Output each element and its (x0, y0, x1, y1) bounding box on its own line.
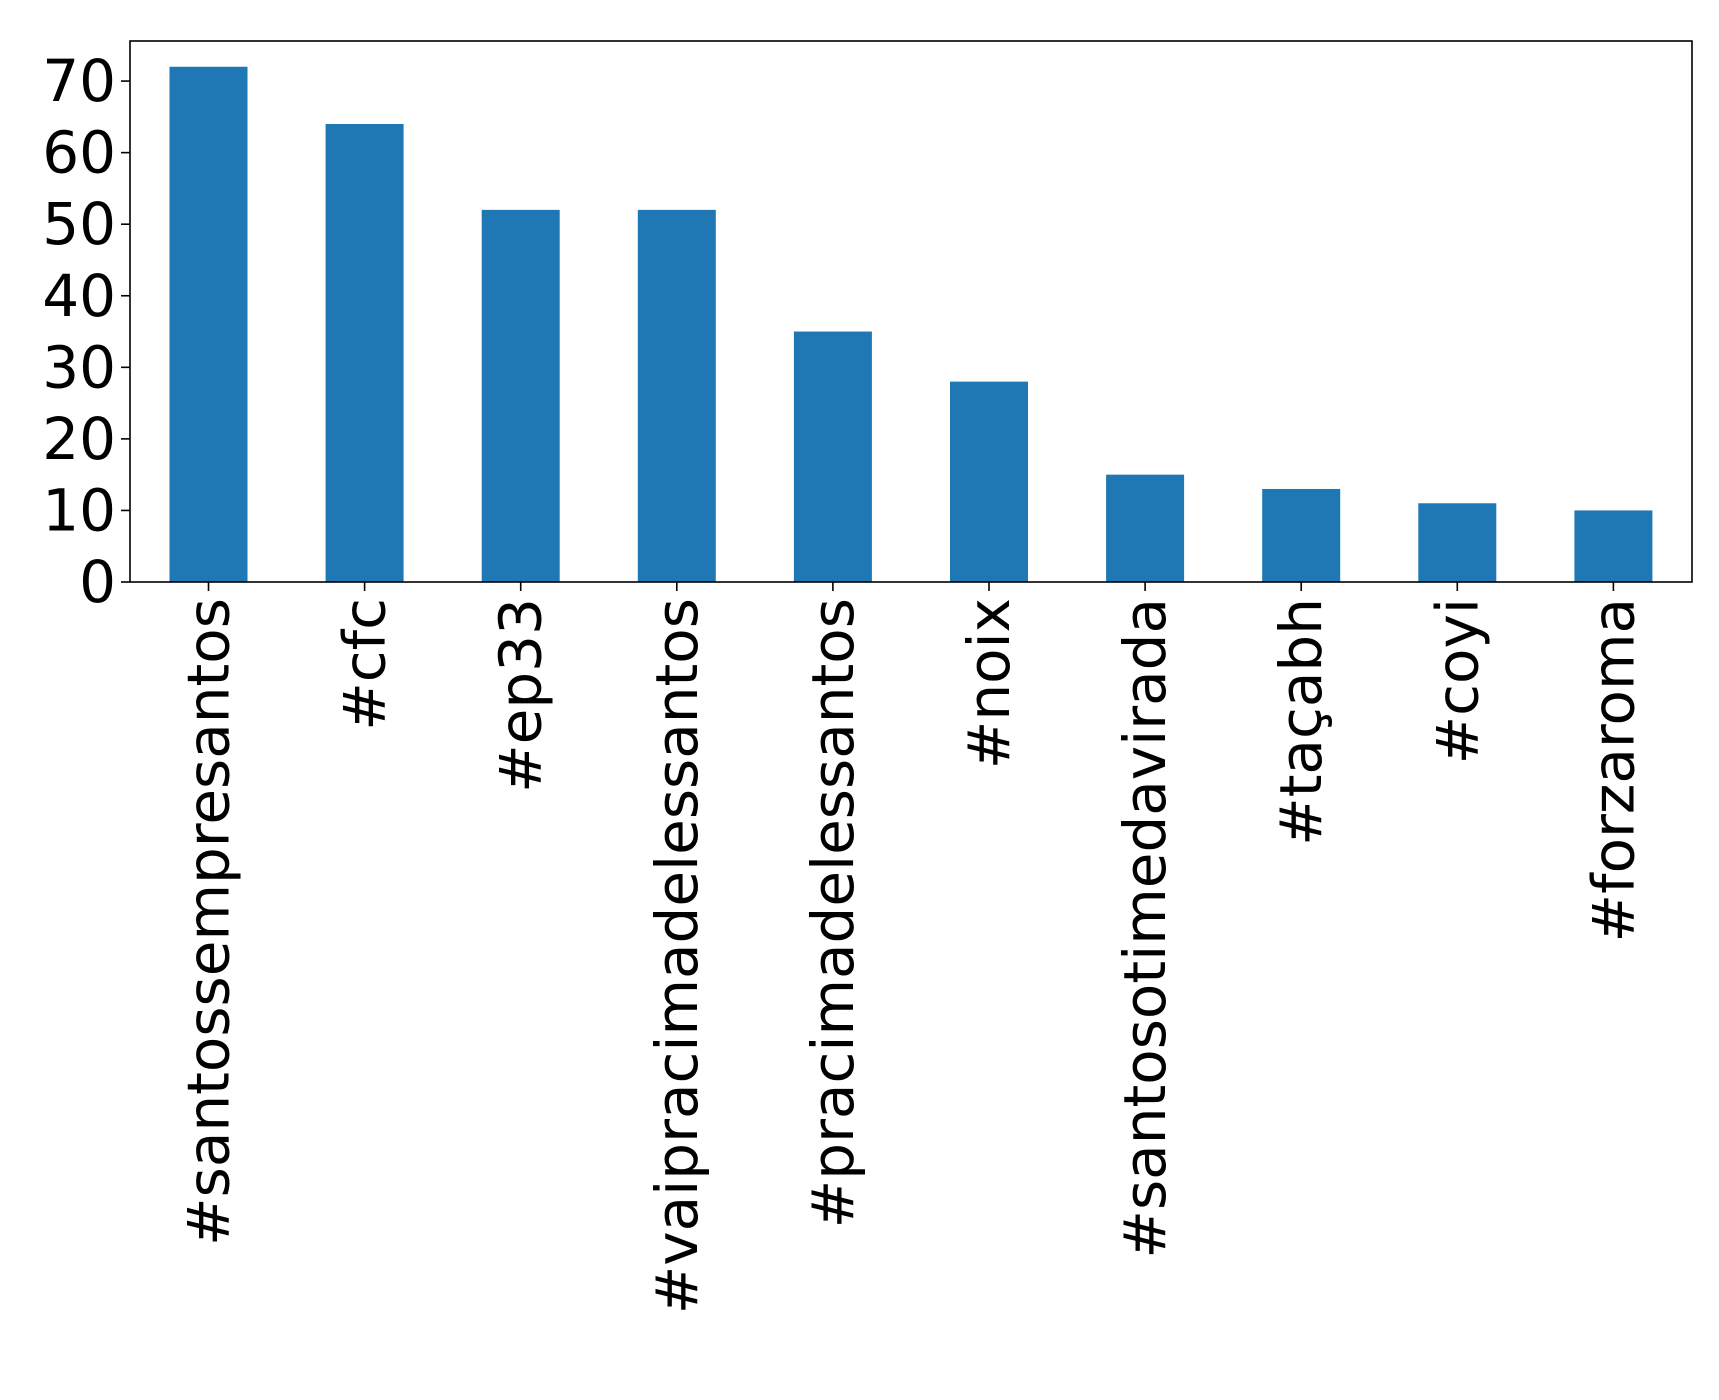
y-tick-label: 30 (42, 333, 116, 401)
y-tick-label: 0 (79, 548, 116, 616)
y-tick-label: 60 (42, 119, 116, 187)
bar-ep33 (481, 209, 560, 582)
x-tick-label: #ep33 (487, 598, 555, 793)
plot-frame (129, 40, 1693, 583)
bar-taçabh (1262, 488, 1341, 582)
y-tick-label: 40 (42, 262, 116, 330)
x-axis: #santossempresantos #cfc #ep33 #vaipracimad… (175, 582, 1647, 1314)
bar-santosotimedavirada (1106, 474, 1185, 582)
x-tick-label: #taçabh (1267, 598, 1335, 846)
bar-forzaroma (1574, 510, 1653, 582)
y-tick-label: 10 (42, 476, 116, 544)
x-tick-label: #cfc (331, 598, 399, 731)
y-tick-label: 20 (42, 405, 116, 473)
y-tick-label: 70 (42, 47, 116, 115)
bar-noix (950, 381, 1028, 582)
y-tick-label: 50 (42, 190, 116, 258)
bar-cfc (325, 124, 404, 582)
x-tick-label: #santossempresantos (175, 598, 243, 1246)
x-tick-label: #coyi (1423, 598, 1491, 764)
x-tick-label: #vaipracimadelessantos (643, 598, 711, 1314)
x-tick-label: #santosotimedavirada (1111, 598, 1179, 1259)
x-tick-label: #forzaroma (1579, 598, 1647, 942)
bar-vaipracimadelessantos (637, 209, 716, 582)
bar-coyi (1418, 503, 1497, 582)
bars-group (169, 66, 1653, 582)
bar-pracimadelessantos (793, 331, 872, 582)
bar-santossempresantos (169, 66, 248, 582)
x-tick-label: #noix (955, 598, 1023, 769)
x-tick-label: #pracimadelessantos (799, 598, 867, 1228)
